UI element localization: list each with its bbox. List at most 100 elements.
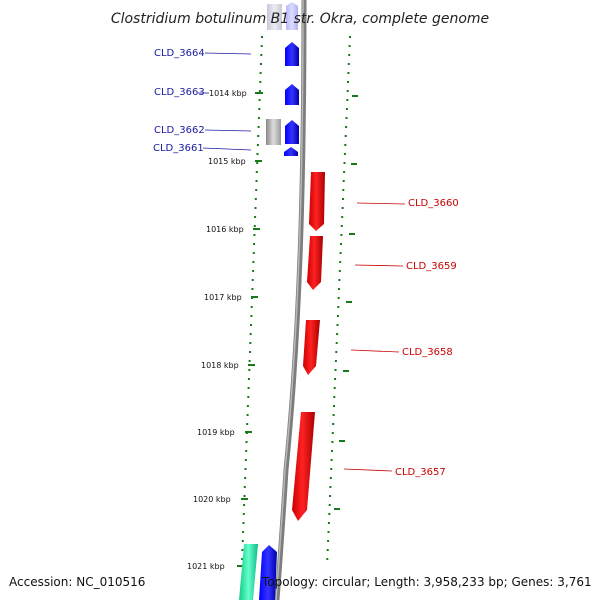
inner-track-dot — [257, 126, 260, 128]
label-CLD_3664[interactable]: CLD_3664 — [154, 48, 205, 59]
inner-track-dot — [249, 333, 252, 335]
outer-track-dot — [337, 297, 340, 299]
outer-track-dot — [346, 90, 349, 92]
inner-track-dot — [244, 459, 247, 461]
scale-label-1015: 1015 kbp — [208, 157, 246, 166]
outer-track-dot — [327, 522, 330, 524]
inner-track-dot — [249, 342, 252, 344]
outer-track-dot — [340, 243, 342, 245]
outer-track-tick — [352, 95, 358, 97]
label-CLD_3662[interactable]: CLD_3662 — [154, 125, 205, 136]
outer-track-dot — [327, 531, 330, 533]
inner-track-dot — [251, 279, 254, 281]
inner-track-dot — [247, 378, 250, 380]
scale-label-1018: 1018 kbp — [201, 361, 239, 370]
gene-CLD_3664[interactable] — [285, 42, 299, 66]
outer-track-dot — [331, 441, 334, 443]
inner-track-dot — [248, 360, 251, 362]
genome-backbone — [274, 0, 307, 600]
inner-track-dot — [247, 396, 250, 398]
outer-track-dot — [326, 558, 329, 560]
gene-CLD_3663[interactable] — [285, 84, 299, 105]
inner-track-dot — [242, 513, 245, 515]
inner-track-dot — [260, 63, 262, 65]
inner-track-dot — [246, 423, 249, 425]
genome-backbone-highlight — [275, 0, 304, 600]
label-CLD_3658[interactable]: CLD_3658 — [402, 347, 453, 358]
inner-track-dot — [255, 171, 258, 173]
inner-track-dot — [243, 486, 246, 488]
outer-track-dot — [335, 351, 338, 353]
inner-track-dot — [242, 522, 245, 524]
inner-track-dot — [242, 531, 245, 533]
inner-track-dot — [243, 495, 246, 497]
gene-CLD_3660[interactable] — [309, 172, 325, 231]
inner-track-dot — [241, 549, 244, 551]
outer-track-tick — [346, 301, 352, 303]
inner-track-dot — [258, 108, 261, 110]
label-CLD_3659[interactable]: CLD_3659 — [406, 261, 457, 272]
gene-CLD_3658[interactable] — [303, 320, 320, 375]
outer-track-dot — [334, 369, 337, 371]
inner-track-dot — [246, 414, 249, 416]
outer-track-dot — [328, 513, 331, 515]
inner-track-dot — [245, 450, 248, 452]
outer-track-dot — [331, 432, 334, 434]
feature-gray-top — [267, 4, 282, 30]
scale: 1014 kbp 1015 kbp 1016 kbp 1017 kbp 1018… — [187, 89, 263, 571]
inner-track-dot — [254, 216, 257, 218]
outer-track-dot — [334, 360, 337, 362]
outer-track-dot — [337, 306, 340, 308]
inner-track-dot — [252, 252, 255, 254]
outer-track-dot — [329, 477, 332, 479]
inner-track-dot — [253, 243, 256, 245]
gene-CLD_3662[interactable] — [285, 120, 299, 144]
outer-track-dot — [329, 495, 331, 497]
inner-track-dot — [244, 468, 247, 470]
tick-dots — [241, 36, 358, 560]
inner-track-dot — [254, 207, 257, 209]
gene-blue-bottom[interactable] — [259, 545, 277, 600]
leader-CLD_3662 — [204, 129, 252, 132]
outer-track-tick — [343, 370, 349, 372]
feature-lightblue-top — [286, 2, 298, 30]
outer-track-dot — [338, 279, 341, 281]
outer-track-dot — [347, 63, 350, 65]
inner-track-dot — [254, 198, 257, 200]
outer-track-dot — [347, 72, 350, 74]
inner-track-dot — [252, 261, 255, 263]
outer-track-dot — [336, 315, 339, 317]
inner-track-dot — [250, 324, 252, 326]
gene-CLD_3657[interactable] — [292, 412, 315, 521]
page-title: Clostridium botulinum B1 str. Okra, comp… — [111, 11, 489, 27]
label-CLD_3657[interactable]: CLD_3657 — [395, 467, 446, 478]
gene-CLD_3661[interactable] — [284, 147, 298, 156]
inner-track-dot — [248, 369, 251, 371]
outer-track-dot — [345, 108, 348, 110]
scale-label-1016: 1016 kbp — [206, 225, 244, 234]
inner-track-dot — [256, 162, 259, 164]
inner-track-dot — [245, 441, 248, 443]
leader-CLD_3660 — [356, 202, 406, 205]
leader-CLD_3659 — [354, 264, 404, 267]
outer-track-dot — [344, 144, 347, 146]
label-CLD_3663[interactable]: CLD_3663 — [154, 87, 205, 98]
outer-track-dot — [329, 486, 332, 488]
outer-track-dot — [349, 36, 351, 38]
outer-track-tick — [339, 440, 345, 442]
inner-track-dot — [251, 288, 254, 290]
outer-track-dot — [335, 342, 338, 344]
inner-track-dot — [261, 36, 263, 38]
accession-text: Accession: NC_010516 — [9, 575, 145, 589]
inner-track-dot — [244, 477, 247, 479]
inner-track-dot — [241, 558, 244, 560]
gene-CLD_3659[interactable] — [307, 236, 323, 290]
scale-label-1021: 1021 kbp — [187, 562, 225, 571]
label-CLD_3660[interactable]: CLD_3660 — [408, 198, 459, 209]
outer-track-dot — [341, 216, 344, 218]
outer-track-dot — [344, 135, 347, 137]
feature-teal-bottom[interactable] — [239, 544, 258, 600]
outer-track-dot — [327, 540, 330, 542]
label-CLD_3661[interactable]: CLD_3661 — [153, 143, 204, 154]
